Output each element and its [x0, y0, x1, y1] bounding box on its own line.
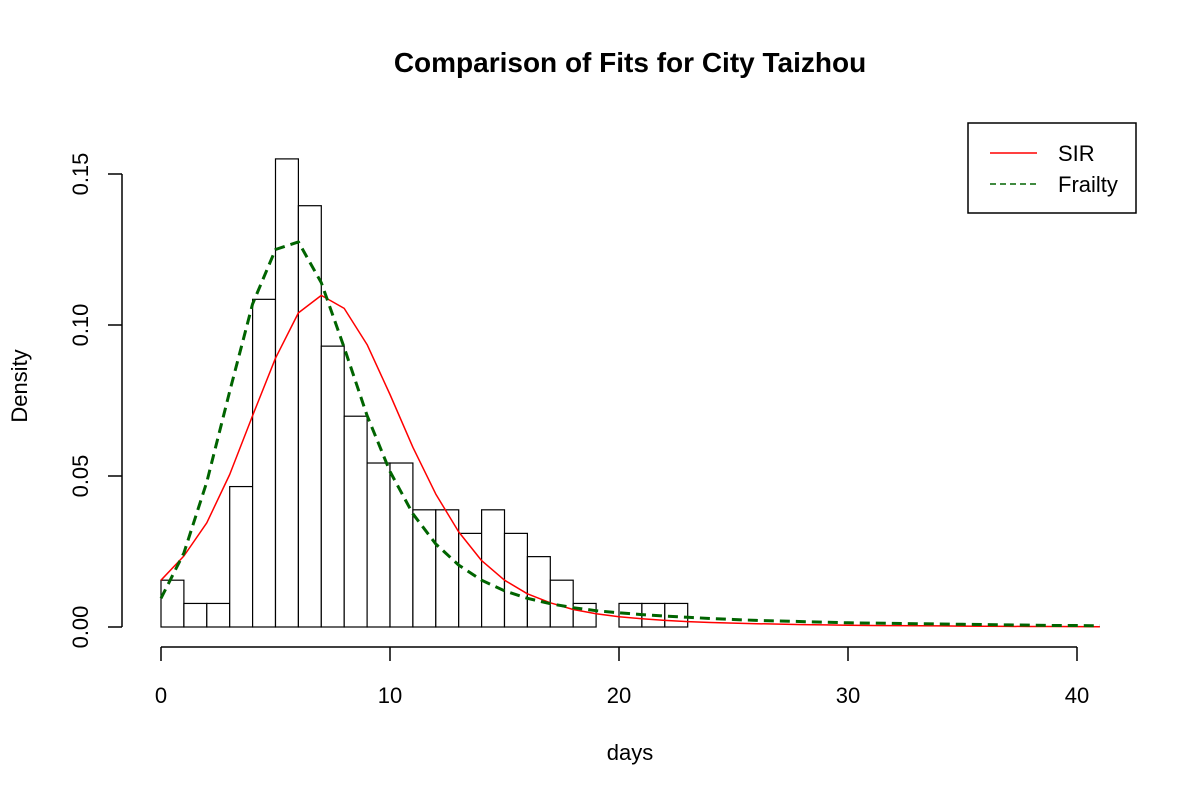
histogram-bar: [389, 462, 414, 628]
x-tick-label: 30: [836, 683, 860, 708]
y-tick-label: 0.00: [68, 606, 93, 649]
x-axis: 0 10 20 30 40: [155, 646, 1089, 708]
legend: SIR Frailty: [967, 122, 1137, 214]
histogram-bar: [503, 532, 528, 628]
x-tick-label: 0: [155, 683, 167, 708]
histogram-bar: [366, 462, 391, 628]
histogram-bar: [252, 298, 277, 628]
histogram-bars: [160, 158, 689, 628]
histogram-bar: [229, 485, 254, 628]
sir-curve: [160, 294, 1100, 628]
x-tick-label: 10: [378, 683, 402, 708]
histogram-bar: [343, 415, 368, 628]
histogram-bar: [526, 556, 551, 628]
y-tick-label: 0.15: [68, 153, 93, 196]
histogram-bar: [274, 158, 299, 628]
y-axis-title: Density: [7, 349, 32, 422]
histogram-bar: [206, 602, 231, 628]
frailty-curve: [159, 240, 1100, 628]
fit-curves: [159, 240, 1100, 628]
legend-sir-label: SIR: [1058, 141, 1095, 166]
legend-frailty-label: Frailty: [1058, 172, 1118, 197]
chart-title: Comparison of Fits for City Taizhou: [394, 47, 866, 78]
histogram-bar: [160, 579, 185, 628]
histogram-bar: [320, 345, 345, 628]
histogram-bar: [481, 509, 506, 628]
y-tick-label: 0.05: [68, 455, 93, 498]
x-tick-label: 40: [1065, 683, 1089, 708]
y-axis: 0.00 0.05 0.10 0.15: [68, 153, 123, 649]
x-tick-label: 20: [607, 683, 631, 708]
histogram-bar: [183, 602, 208, 628]
histogram-bar: [297, 205, 322, 628]
y-tick-label: 0.10: [68, 304, 93, 347]
legend-box: [967, 122, 1137, 214]
x-axis-title: days: [607, 740, 653, 765]
